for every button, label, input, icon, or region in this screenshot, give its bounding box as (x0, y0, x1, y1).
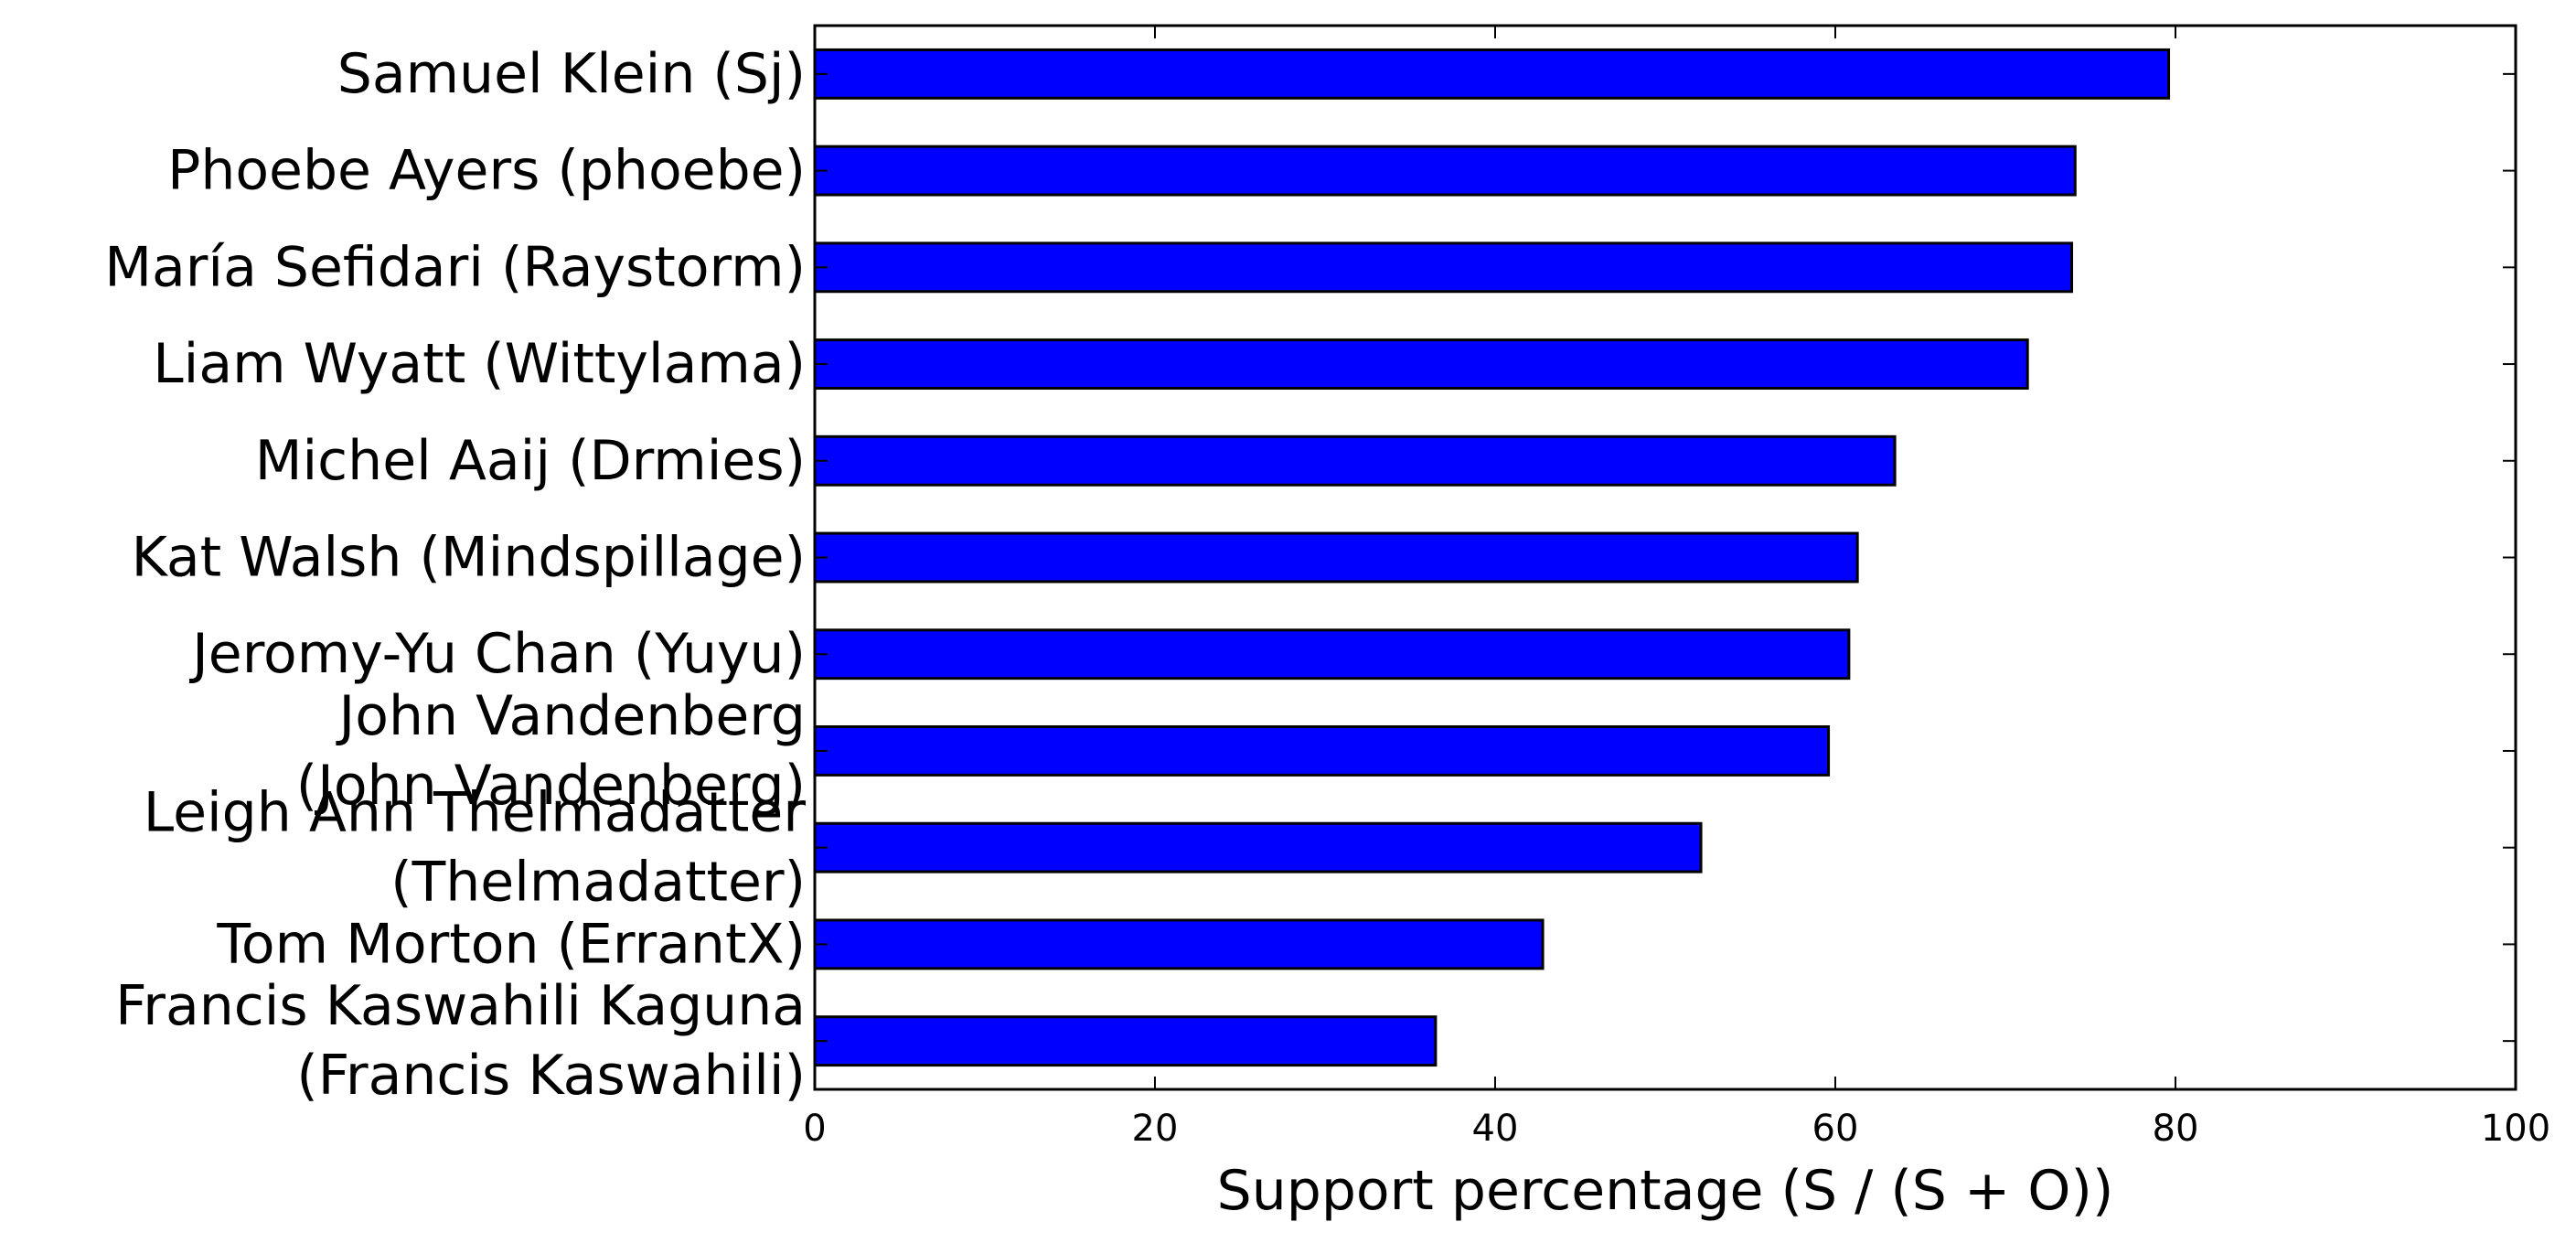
category-label: Jeromy-Yu Chan (Yuyu) (188, 622, 806, 686)
x-axis-title: Support percentage (S / (S + O)) (1217, 1159, 2114, 1223)
bar (813, 1015, 1438, 1067)
bar (813, 145, 2077, 197)
x-tick-label: 100 (2481, 1108, 2550, 1150)
bar (813, 821, 1703, 874)
category-label: Michel Aaij (Drmies) (255, 429, 806, 493)
category-label: (Francis Kaswahili) (296, 1044, 806, 1108)
category-label: Phoebe Ayers (phoebe) (167, 139, 806, 203)
category-label: María Sefidari (Raystorm) (104, 235, 806, 299)
bars-layer (813, 48, 2171, 1067)
x-tick-label: 0 (803, 1108, 826, 1150)
bar (813, 48, 2171, 100)
bar (813, 338, 2029, 390)
x-tick-label: 40 (1472, 1108, 1519, 1150)
x-tick-label: 80 (2153, 1108, 2199, 1150)
category-label: Francis Kaswahili Kaguna (115, 974, 806, 1038)
x-tick-label: 60 (1812, 1108, 1859, 1150)
category-label: Liam Wyatt (Wittylama) (153, 332, 806, 396)
category-label: Tom Morton (ErrantX) (216, 912, 806, 976)
bar (813, 241, 2074, 294)
bar (813, 918, 1545, 970)
category-label: (Thelmadatter) (390, 851, 806, 915)
category-label: (John Vandenberg) (296, 754, 806, 818)
x-tick-label: 20 (1132, 1108, 1179, 1150)
bar (813, 725, 1831, 777)
bar (813, 628, 1851, 681)
category-label: Samuel Klein (Sj) (337, 42, 806, 106)
labels-layer: Samuel Klein (Sj) Phoebe Ayers (phoebe) Ma… (104, 42, 2550, 1150)
plot-frame (813, 24, 2517, 1091)
category-label: John Vandenberg (336, 684, 806, 748)
bar (813, 531, 1859, 584)
category-label: Kat Walsh (Mindspillage) (132, 526, 806, 590)
bar (813, 434, 1897, 487)
category-label: Leigh Ann Thelmadatter (144, 781, 807, 845)
